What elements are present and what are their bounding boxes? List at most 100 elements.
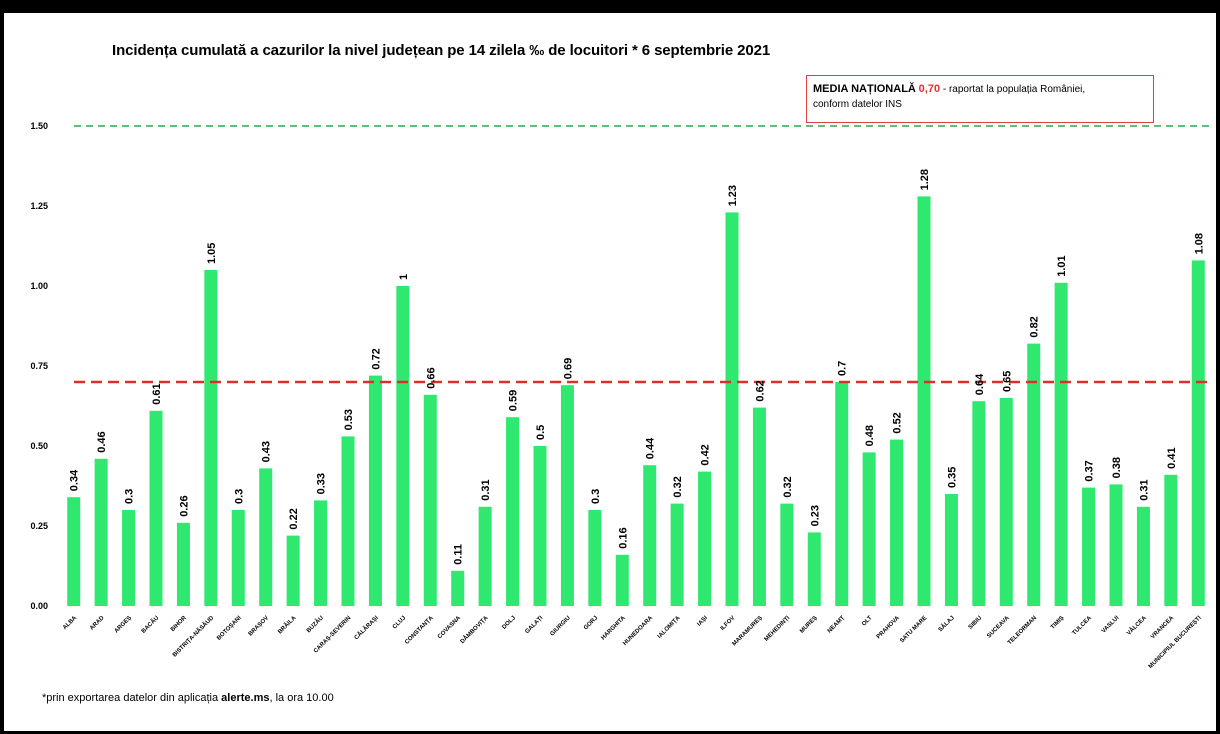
footnote-bold: alerte.ms [221,692,270,704]
national-average-value: 0,70 [918,83,941,95]
x-tick-label: BRAȘOV [248,615,270,637]
x-tick-label: NEAMȚ [827,615,847,635]
data-label: 1.05 [206,243,218,264]
x-tick-label: MUNICIPIUL BUCUREȘTI [1148,615,1203,670]
y-tick-label: 1.50 [30,121,48,131]
x-tick-label: DÂMBOVIȚA [459,614,490,645]
x-tick-label: MUREȘ [799,615,819,635]
data-label: 0.52 [892,412,904,433]
data-label: 0.31 [480,479,492,500]
data-label: 0.31 [1138,479,1150,500]
data-labels: 0.34 0.46 0.3 0.61 0.26 1.05 0.3 0.43 0.22 0.33 0.… [69,169,1206,565]
x-tick-label: CĂLĂRAȘI [353,614,380,641]
data-label: 0.7 [837,361,849,376]
data-label: 0.38 [1111,457,1123,478]
x-tick-label: BACĂU [140,614,160,634]
x-tick-label: CONSTANȚA [404,615,435,646]
bar [341,436,355,606]
bar [560,385,574,606]
national-average-box: MEDIA NAȚIONALĂ 0,70 - raportat la popul… [806,75,1154,123]
bar [1109,484,1123,606]
data-label: 0.33 [316,473,328,494]
bar [176,522,190,606]
x-tick-label: IAȘI [696,615,709,628]
bar [259,468,273,606]
data-label: 0.64 [974,373,986,395]
data-label: 0.69 [562,358,574,379]
reference-lines [74,125,1210,384]
x-tick-label: MEHEDINȚI [764,615,792,643]
bar [1054,282,1068,606]
bar [890,439,904,606]
data-label: 0.59 [508,390,520,411]
bar [478,506,492,606]
x-tick-label: HUNEDOARA [622,615,654,647]
data-label: 0.48 [864,425,876,446]
bar [752,407,766,606]
data-label: 1.28 [919,169,931,190]
x-tick-label: BIHOR [170,615,188,633]
y-tick-label: 0.25 [30,521,48,531]
national-average-desc-1: - raportat la populația României, [940,84,1086,95]
data-label: 0.61 [151,383,163,404]
data-label: 1.08 [1193,233,1205,254]
bar [451,570,465,606]
x-tick-label: BOTOȘANI [216,615,243,642]
data-label: 0.5 [535,425,547,440]
y-axis: 0.00 0.25 0.50 0.75 1.00 1.25 1.50 [30,121,48,611]
national-average-desc-2: conform datelor INS [813,99,902,110]
bar [780,503,794,606]
x-tick-label: SIBIU [968,615,984,631]
x-tick-label: BUZĂU [305,614,325,634]
x-tick-label: BRĂILA [277,614,298,635]
data-label: 0.16 [617,527,629,548]
x-tick-label: ARAD [89,615,106,632]
data-label: 0.41 [1166,447,1178,468]
bar [368,375,382,606]
data-label: 0.65 [1001,371,1013,392]
data-label: 0.34 [69,469,81,491]
x-tick-label: GALAȚI [524,615,544,635]
bar [67,497,81,606]
y-tick-label: 1.25 [30,201,48,211]
bar [396,286,410,606]
data-label: 1.01 [1056,255,1068,276]
data-label: 0.23 [809,505,821,526]
x-tick-label: IALOMIȚA [657,615,682,640]
data-label: 0.44 [645,437,657,459]
y-tick-label: 1.00 [30,281,48,291]
x-tick-label: HARGHITA [600,615,627,642]
data-label: 0.62 [754,380,766,401]
bar [615,554,629,606]
x-tick-label: CLUJ [392,615,407,630]
national-average-label: MEDIA NAȚIONALĂ [813,83,916,95]
bar [862,452,876,606]
x-tick-label: SĂLAJ [937,614,956,633]
bar [94,458,108,606]
data-label: 0.72 [370,348,382,369]
bar [423,394,437,606]
bars [67,196,1205,606]
x-tick-label: MARAMUREȘ [732,615,764,647]
data-label: 0.42 [700,444,712,465]
bar [149,410,163,606]
data-label: 0.53 [343,409,355,430]
bar [999,398,1013,606]
bar [314,500,328,606]
x-tick-label: TULCEA [1072,615,1094,637]
bar [917,196,931,606]
x-tick-label: GIURGIU [549,615,571,637]
x-tick-label: COVASNA [437,615,463,641]
data-label: 0.26 [178,495,190,516]
bar [698,471,712,606]
bar [506,417,520,606]
x-tick-label: SATU MARE [899,615,928,644]
data-label: 0.32 [672,476,684,497]
x-tick-label: VÂLCEA [1125,614,1148,637]
bar [231,510,245,606]
x-tick-label: TIMIȘ [1050,615,1066,631]
x-tick-label: DOLJ [501,615,517,631]
data-label: 0.46 [96,431,108,452]
data-label: 1 [398,274,410,280]
